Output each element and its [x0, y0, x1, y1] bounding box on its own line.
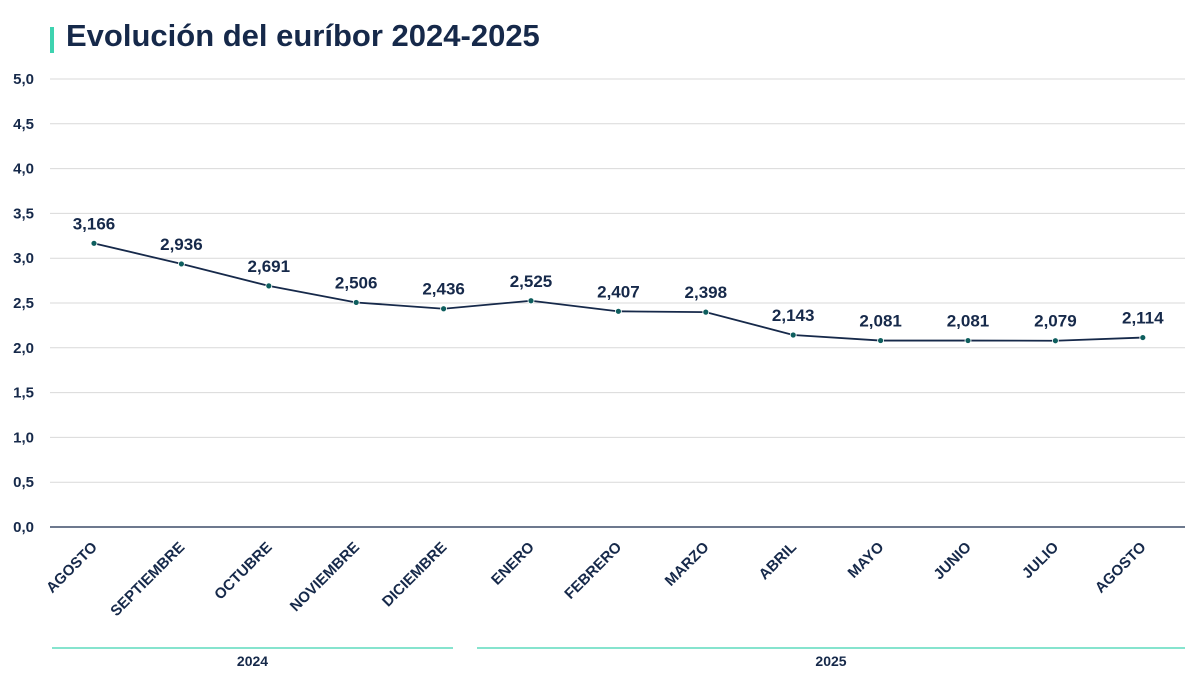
x-tick-label: AGOSTO	[43, 539, 101, 597]
data-label: 2,081	[859, 312, 902, 331]
data-point	[440, 305, 448, 313]
data-label: 2,114	[1122, 309, 1164, 328]
y-tick-label: 5,0	[13, 71, 34, 88]
x-tick-label: JUNIO	[930, 539, 975, 584]
y-tick-label: 2,5	[13, 295, 34, 312]
y-tick-label: 4,5	[13, 116, 34, 133]
x-tick-label: SEPTIEMBRE	[107, 539, 188, 620]
data-label: 2,506	[335, 273, 378, 292]
x-tick-label: ENERO	[488, 539, 538, 589]
data-label: 2,079	[1034, 312, 1077, 331]
data-label: 2,398	[685, 283, 728, 302]
title-accent-bar	[50, 27, 54, 53]
data-point	[90, 239, 98, 247]
year-group-label: 2025	[815, 653, 846, 669]
data-label: 2,525	[510, 272, 553, 291]
data-point	[1139, 334, 1147, 341]
x-tick-label: FEBRERO	[561, 539, 625, 603]
data-label: 3,166	[73, 214, 116, 233]
y-tick-label: 4,0	[13, 161, 34, 178]
data-label: 2,143	[772, 306, 815, 325]
x-tick-label: NOVIEMBRE	[287, 539, 363, 615]
x-tick-label: ABRIL	[756, 539, 800, 583]
data-point	[265, 282, 273, 290]
chart-title: Evolución del euríbor 2024-2025	[66, 18, 540, 53]
y-tick-label: 1,0	[13, 429, 34, 446]
y-tick-label: 0,5	[13, 474, 34, 491]
y-tick-label: 3,0	[13, 250, 34, 267]
data-label: 2,436	[422, 280, 465, 299]
data-point	[789, 331, 797, 339]
data-point	[702, 308, 710, 316]
y-tick-label: 2,0	[13, 340, 34, 357]
data-point	[615, 307, 622, 315]
data-point	[177, 260, 185, 268]
y-tick-label: 1,5	[13, 385, 34, 402]
year-group-label: 2024	[237, 653, 268, 669]
y-tick-label: 3,5	[13, 205, 34, 222]
x-tick-label: DICIEMBRE	[379, 539, 451, 611]
data-point	[964, 337, 972, 344]
data-label: 2,081	[947, 312, 990, 331]
data-label: 2,691	[248, 257, 291, 276]
data-point	[1052, 337, 1059, 345]
x-tick-label: AGOSTO	[1092, 539, 1150, 597]
data-point	[352, 299, 360, 306]
data-point	[877, 337, 884, 344]
x-tick-label: OCTUBRE	[211, 539, 275, 603]
data-label: 2,407	[597, 282, 640, 301]
data-point	[527, 297, 535, 305]
x-tick-label: MAYO	[845, 539, 888, 582]
data-label: 2,936	[160, 235, 203, 254]
x-tick-label: MARZO	[662, 539, 713, 590]
y-tick-label: 0,0	[13, 519, 34, 536]
x-tick-label: JULIO	[1019, 539, 1062, 582]
